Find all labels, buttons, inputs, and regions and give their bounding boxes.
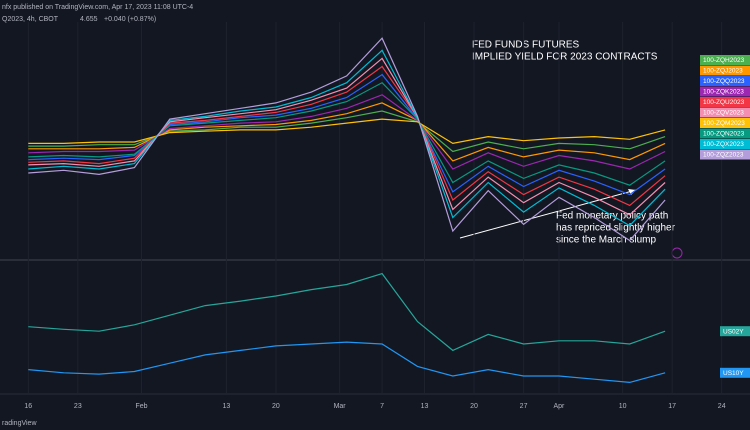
series-line <box>28 37 666 242</box>
series-line <box>28 272 666 352</box>
x-tick-label: 13 <box>421 403 429 410</box>
legend-swatch <box>700 97 750 107</box>
series-line <box>28 65 666 207</box>
legend-swatch <box>700 107 750 118</box>
annotation: since the March slump <box>556 235 656 246</box>
x-tick-label: Apr <box>554 403 566 410</box>
x-tick-label: 20 <box>272 403 280 410</box>
legend-label: 100-ZQM2023 <box>703 120 745 127</box>
price: 4.655 <box>80 16 98 23</box>
legend-label: 100-ZQK2023 <box>703 89 744 96</box>
annotation: has repriced slightly higher <box>556 223 676 234</box>
legend-swatch <box>700 65 750 76</box>
plot-area: 16 23 Feb 13 20 Mar 7 13 20 27 Apr 10 17 24 100-ZQH202… <box>24 22 750 410</box>
legend-swatch <box>720 326 750 337</box>
symbol: Q2023, 4h, CBOT <box>2 16 59 23</box>
x-tick-label: 7 <box>380 403 384 410</box>
change: +0.040 (+0.87%) <box>104 16 156 23</box>
legend-swatch <box>700 76 750 86</box>
legend-label: 100-ZQX2023 <box>703 141 744 148</box>
x-tick-label: 10 <box>619 403 627 410</box>
x-tick-label: 17 <box>668 403 676 410</box>
chart-title: FED FUNDS FUTURES <box>472 40 580 51</box>
legend-label: 100-ZQV2023 <box>703 110 744 117</box>
series-line <box>28 94 666 170</box>
legend-swatch <box>700 149 750 160</box>
chart-subtitle: IMPLIED YIELD FOR 2023 CONTRACTS <box>472 52 658 63</box>
series-line <box>28 102 666 162</box>
footer: radingView <box>2 420 37 427</box>
series-line <box>28 49 666 227</box>
legend-label: 100-ZQH2023 <box>703 57 745 64</box>
legend-label: 100-ZQN2023 <box>703 131 745 138</box>
x-tick-label: 13 <box>223 403 231 410</box>
publisher: nfx published on TradingView.com, Apr 17… <box>2 4 193 11</box>
legend-swatch <box>700 128 750 139</box>
legend-swatch <box>700 55 750 65</box>
x-tick-label: 23 <box>74 403 82 410</box>
x-tick-label: Mar <box>334 403 347 410</box>
legend-label: 100-ZQU2023 <box>703 99 745 106</box>
legend-swatch <box>700 139 750 149</box>
series-line <box>28 73 666 196</box>
x-tick-label: 24 <box>718 403 726 410</box>
series-line <box>28 81 666 186</box>
arrow <box>459 189 637 239</box>
series-line <box>28 110 666 153</box>
legend-label: 100-ZQZ2023 <box>703 152 744 159</box>
legend-label: 100-ZQJ2023 <box>703 68 743 75</box>
arrow-head <box>628 189 636 195</box>
x-tick-label: Feb <box>135 403 147 410</box>
legend-label: US10Y <box>723 370 744 377</box>
legend-label: US02Y <box>723 328 744 335</box>
legend-swatch <box>700 118 750 128</box>
series-line <box>28 118 666 145</box>
x-tick-label: 16 <box>24 403 32 410</box>
legend-label: 100-ZQQ2023 <box>703 78 745 85</box>
series-line <box>28 57 666 216</box>
series-line <box>28 341 666 384</box>
x-tick-label: 27 <box>520 403 528 410</box>
x-tick-label: 20 <box>470 403 478 410</box>
legend-swatch <box>700 86 750 97</box>
legend-swatch <box>720 367 750 378</box>
